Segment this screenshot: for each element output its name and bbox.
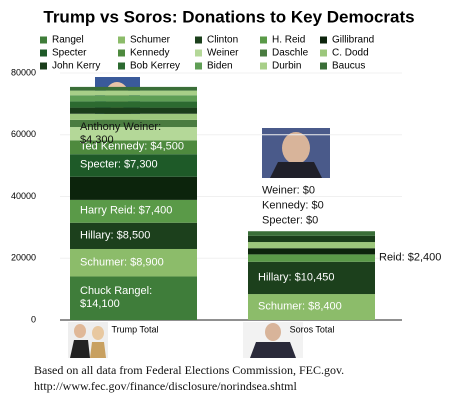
y-tick-label: 20000	[11, 253, 36, 263]
x-tick-label: Trump Total	[111, 324, 158, 334]
legend-swatch	[195, 36, 202, 44]
value-label: Hillary: $8,500	[80, 229, 151, 242]
legend-label: Durbin	[272, 61, 301, 72]
y-tick-label: 80000	[11, 67, 36, 77]
legend-swatch	[320, 49, 327, 57]
soros-photo-top	[262, 128, 330, 178]
footnote: http://www.fec.gov/finance/disclosure/no…	[34, 379, 297, 393]
legend-swatch	[320, 62, 327, 70]
y-tick-label: 40000	[11, 191, 36, 201]
bar-segment	[70, 90, 197, 96]
value-label: Reid: $2,400	[379, 251, 442, 264]
value-label: Anthony Weiner: $4,300	[80, 120, 162, 146]
bar-segment	[248, 261, 375, 295]
bar-segment	[70, 107, 197, 114]
legend-swatch	[260, 36, 267, 44]
bar-segment	[248, 231, 375, 236]
legend-label: Daschle	[272, 48, 309, 59]
legend-swatch	[40, 62, 47, 70]
chart-title: Trump vs Soros: Donations to Key Democra…	[43, 7, 414, 26]
bar-segment	[248, 254, 375, 262]
value-label: Chuck Rangel: $14,100	[80, 285, 153, 311]
legend-swatch	[195, 62, 202, 70]
legend-label: Clinton	[207, 35, 238, 46]
legend-swatch	[118, 36, 125, 44]
bar-segment	[70, 176, 197, 200]
bar-segment	[70, 222, 197, 249]
bar-segment	[70, 276, 197, 320]
legend-swatch	[195, 49, 202, 57]
footnote: Based on all data from Federal Elections…	[34, 363, 345, 377]
legend-label: Rangel	[52, 35, 84, 46]
bar-segment	[70, 113, 197, 120]
bar-segment	[70, 86, 197, 91]
value-label: Hillary: $10,450	[258, 271, 335, 284]
value-label: Kennedy: $0	[262, 199, 324, 212]
bar-segment	[70, 95, 197, 102]
legend-label: Gillibrand	[332, 35, 374, 46]
trump-photo-bottom	[68, 322, 108, 358]
legend-swatch	[260, 49, 267, 57]
legend-label: Baucus	[332, 61, 365, 72]
bar-segment	[70, 154, 197, 177]
bar-segment	[70, 140, 197, 155]
legend-label: H. Reid	[272, 35, 305, 46]
value-label: Harry Reid: $7,400	[80, 204, 173, 217]
value-label: Specter: $0	[262, 214, 319, 227]
value-label: Ted Kennedy: $4,500	[80, 140, 184, 153]
soros-photo-bottom	[243, 322, 303, 358]
value-label: Schumer: $8,900	[80, 256, 164, 269]
legend-swatch	[40, 49, 47, 57]
bar-segment	[70, 248, 197, 277]
legend-swatch	[118, 49, 125, 57]
legend-swatch	[320, 36, 327, 44]
legend-label: Specter	[52, 48, 87, 59]
legend-label: Biden	[207, 61, 233, 72]
value-label: Schumer: $8,400	[258, 300, 342, 313]
x-tick-label: Soros Total	[290, 324, 335, 334]
legend-label: Weiner	[207, 48, 239, 59]
value-label: Weiner: $0	[262, 184, 315, 197]
y-tick-label: 60000	[11, 129, 36, 139]
bar-segment	[248, 248, 375, 255]
legend-label: C. Dodd	[332, 48, 369, 59]
bar-segment	[70, 119, 197, 128]
bar-segment	[70, 127, 197, 141]
bar-segment	[248, 294, 375, 320]
bar-segment	[248, 242, 375, 249]
y-tick-label: 0	[31, 314, 36, 324]
legend-label: Kennedy	[130, 48, 169, 59]
bar-segment	[248, 235, 375, 243]
legend-label: Schumer	[130, 35, 171, 46]
legend-swatch	[40, 36, 47, 44]
legend-label: John Kerry	[52, 61, 100, 72]
legend-swatch	[260, 62, 267, 70]
legend-label: Bob Kerrey	[130, 61, 180, 72]
legend-swatch	[118, 62, 125, 70]
bar-segment	[70, 199, 197, 223]
bar-segment	[70, 101, 197, 108]
value-label: Specter: $7,300	[80, 158, 158, 171]
